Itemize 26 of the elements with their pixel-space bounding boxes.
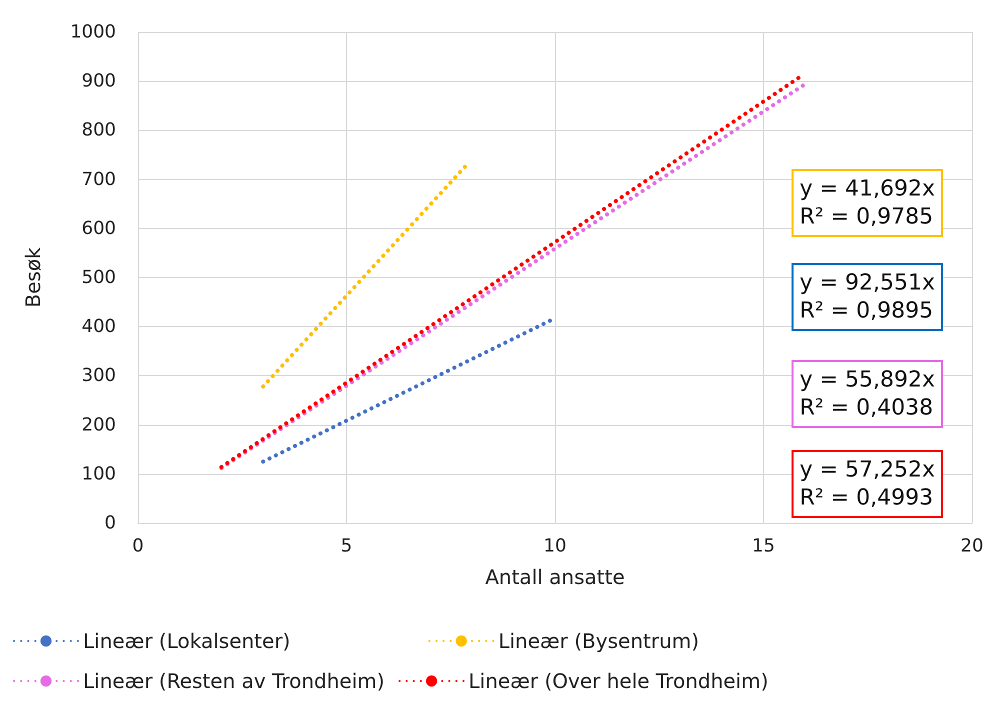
y-tick-label: 500 xyxy=(82,267,116,288)
y-tick-label: 300 xyxy=(82,365,116,386)
x-tick-label: 20 xyxy=(960,536,984,556)
legend-label: Lineær (Bysentrum) xyxy=(498,629,700,653)
y-tick-label: 900 xyxy=(82,70,116,92)
y-tick-label: 100 xyxy=(82,463,116,484)
legend-label: Lineær (Lokalsenter) xyxy=(83,629,290,653)
legend-label: Lineær (Over hele Trondheim) xyxy=(468,669,768,693)
y-tick-label: 400 xyxy=(82,316,116,338)
x-tick-label: 0 xyxy=(132,536,144,556)
y-axis-title: Besøk xyxy=(21,246,45,308)
y-tick-label: 200 xyxy=(82,414,116,436)
x-tick-label: 10 xyxy=(544,536,566,556)
annotation: y = 55,892x R² = 0,4038 xyxy=(800,368,935,420)
annotation: y = 57,252x R² = 0,4993 xyxy=(800,458,935,510)
y-tick-label: 0 xyxy=(104,512,116,534)
annotation: y = 92,551x R² = 0,9895 xyxy=(800,270,935,324)
legend-label: Lineær (Resten av Trondheim) xyxy=(83,669,385,693)
y-tick-label: 800 xyxy=(82,120,116,141)
annotation: y = 41,692x R² = 0,9785 xyxy=(800,176,935,230)
y-tick-label: 700 xyxy=(82,168,116,190)
x-tick-label: 5 xyxy=(340,536,352,556)
x-tick-label: 15 xyxy=(752,536,775,556)
y-tick-label: 1000 xyxy=(70,22,116,42)
y-tick-label: 600 xyxy=(82,218,116,239)
x-axis-title: Antall ansatte xyxy=(485,565,625,589)
